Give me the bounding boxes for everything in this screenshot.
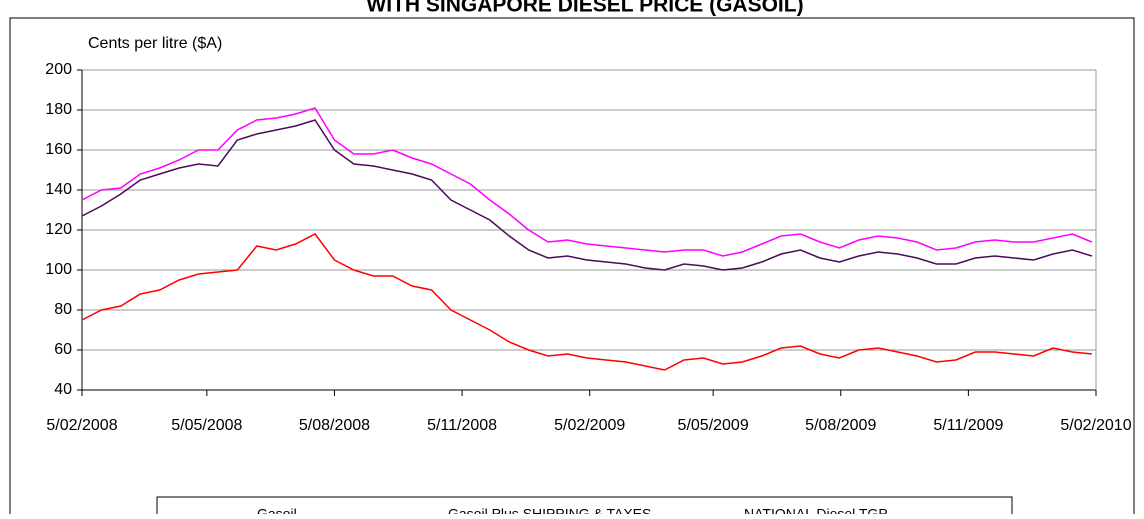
- chart-frame: [9, 17, 1135, 519]
- x-tick-label: 5/02/2010: [1060, 417, 1131, 434]
- y-tick-label: 100: [45, 261, 72, 278]
- y-axis-label: Cents per litre ($A): [88, 35, 222, 52]
- x-tick-label: 5/02/2009: [554, 417, 625, 434]
- legend-label: Gasoil Plus SHIPPING & TAXES: [448, 506, 651, 514]
- x-tick-label: 5/11/2009: [933, 417, 1003, 434]
- x-tick-label: 5/08/2008: [299, 417, 370, 434]
- x-tick-label: 5/05/2009: [678, 417, 749, 434]
- y-tick-label: 160: [45, 141, 72, 158]
- y-tick-label: 40: [54, 381, 72, 398]
- series-line: [81, 107, 1093, 257]
- x-tick-label: 5/05/2008: [171, 417, 242, 434]
- x-tick-label: 5/11/2008: [427, 417, 497, 434]
- y-tick-label: 80: [54, 301, 72, 318]
- legend-label: NATIONAL Diesel TGP: [744, 506, 888, 514]
- legend-label: Gasoil: [257, 506, 297, 514]
- y-tick-label: 180: [45, 101, 72, 118]
- x-tick-label: 5/08/2009: [805, 417, 876, 434]
- y-tick-label: 200: [45, 61, 72, 78]
- y-tick-label: 60: [54, 341, 72, 358]
- chart-title: WITH SINGAPORE DIESEL PRICE (GASOIL): [366, 0, 803, 17]
- series-line: [81, 119, 1093, 271]
- x-tick-label: 5/02/2008: [46, 417, 117, 434]
- series-line: [81, 233, 1092, 371]
- y-tick-label: 120: [45, 221, 72, 238]
- y-tick-label: 140: [45, 181, 72, 198]
